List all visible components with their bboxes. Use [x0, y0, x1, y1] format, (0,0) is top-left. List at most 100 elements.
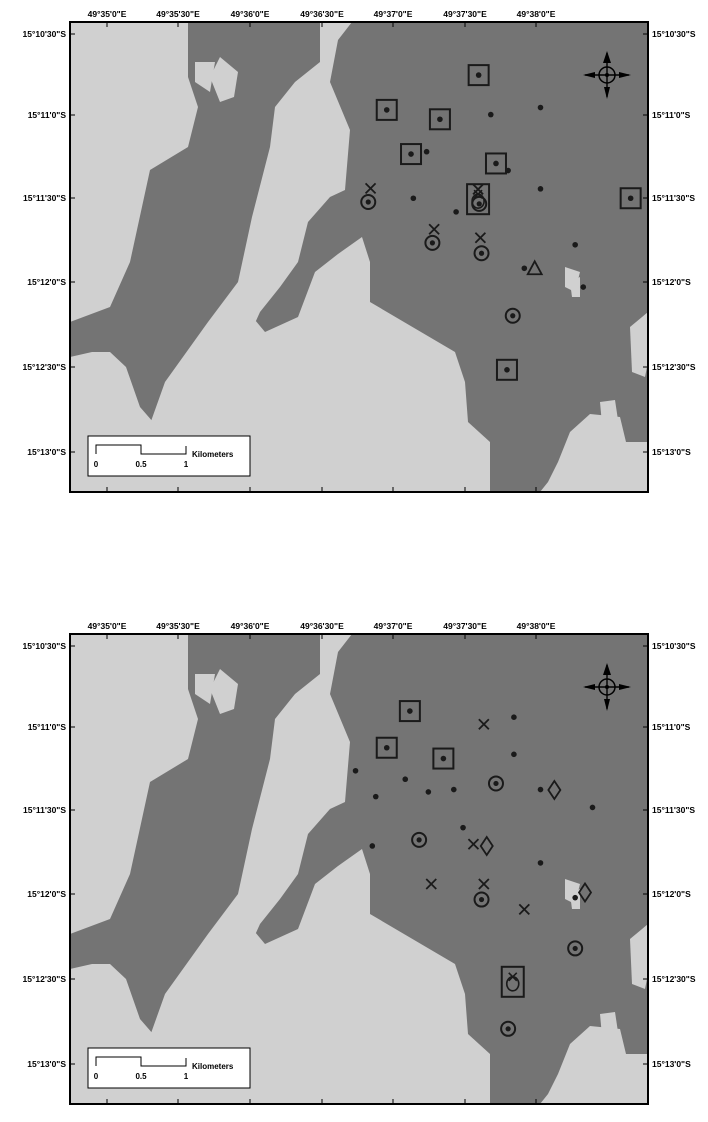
y-tick-label: 15°11'0"S: [28, 722, 67, 732]
x-tick-label: 49°37'0"E: [374, 498, 413, 500]
scale-bar-tick-label: 0.5: [135, 460, 147, 469]
open-land-patch: [70, 22, 198, 322]
open-land-patch: [70, 634, 198, 934]
site-circle-marker: [360, 194, 377, 211]
site-circle-marker: [424, 234, 441, 251]
x-tick-label: 49°35'0"E: [88, 498, 127, 500]
y-tick-labels-right: 15°10'30"S 15°11'0"S 15°11'30"S 15°12'0"S 15…: [643, 641, 696, 1069]
site-circle-marker: [567, 940, 584, 957]
site-tall-square-marker: [466, 183, 491, 216]
site-dot: [352, 767, 359, 774]
site-dot: [511, 714, 517, 720]
site-dot: [453, 209, 459, 215]
x-tick-label: 49°37'0"E: [374, 1110, 413, 1112]
x-tick-label: 49°37'0"E: [374, 9, 413, 19]
site-dot: [511, 751, 517, 758]
x-tick-label: 49°36'30"E: [300, 498, 344, 500]
x-tick-labels-bottom: 49°35'0"E 49°35'30"E 49°36'0"E 49°36'30"E 49…: [88, 1099, 556, 1112]
scale-bar-tick-label: 0.5: [135, 1072, 147, 1081]
site-square-marker: [495, 358, 518, 381]
y-tick-label: 15°12'30"S: [23, 974, 67, 984]
x-tick-label: 49°37'30"E: [443, 621, 487, 631]
open-land-patch: [600, 400, 618, 424]
x-tick-labels-top: 49°35'0"E 49°35'30"E 49°36'0"E 49°36'30"E 49…: [88, 9, 556, 27]
x-tick-label: 49°37'0"E: [374, 621, 413, 631]
site-cross-marker: [364, 182, 377, 195]
open-land-patch: [540, 1026, 648, 1104]
y-tick-label: 15°10'30"S: [652, 29, 696, 39]
map-frame: [69, 21, 649, 493]
site-square-marker: [428, 108, 451, 131]
open-land-layer: [70, 634, 648, 1104]
scale-bar-unit: Kilometers: [192, 450, 234, 459]
x-tick-label: 49°36'0"E: [231, 9, 270, 19]
site-dot: [521, 265, 528, 272]
site-cross-marker: [428, 223, 440, 235]
y-tick-label: 15°12'30"S: [652, 974, 696, 984]
site-dot: [450, 786, 457, 793]
x-tick-label: 49°35'0"E: [88, 621, 127, 631]
x-tick-label: 49°36'0"E: [231, 1110, 270, 1112]
x-tick-label: 49°38'0"E: [517, 1110, 556, 1112]
marker-layer: [360, 64, 642, 381]
site-dot: [369, 843, 376, 849]
x-tick-labels-bottom: 49°35'0"E 49°35'30"E 49°36'0"E 49°36'30"E 49…: [88, 487, 556, 500]
scale-bar-tick-label: 1: [184, 1072, 189, 1081]
site-cross-marker: [472, 183, 484, 195]
y-tick-label: 15°12'0"S: [652, 277, 691, 287]
y-tick-label: 15°10'30"S: [23, 641, 67, 651]
open-land-patch: [210, 669, 238, 714]
site-diamond-marker: [577, 881, 593, 904]
y-tick-label: 15°13'0"S: [27, 447, 66, 457]
open-land-patch: [630, 312, 648, 377]
site-dot: [372, 793, 379, 800]
site-dot: [402, 776, 409, 783]
x-tick-label: 49°35'30"E: [156, 9, 200, 19]
site-dot: [487, 111, 494, 118]
x-tick-label: 49°36'30"E: [300, 1110, 344, 1112]
marker-layer: [352, 700, 596, 1037]
site-circle-marker: [473, 891, 490, 908]
open-land-patch: [195, 62, 215, 92]
scale-bar-tick-label: 0: [94, 1072, 99, 1081]
y-tick-label: 15°12'30"S: [23, 362, 67, 372]
site-square-marker: [432, 747, 455, 770]
y-tick-label: 15°10'30"S: [23, 29, 67, 39]
open-land-patch: [70, 22, 490, 492]
x-tick-label: 49°35'30"E: [156, 621, 200, 631]
site-dot: [537, 186, 544, 192]
site-dot: [460, 824, 466, 831]
open-land-patch: [630, 924, 648, 989]
y-tick-label: 15°11'0"S: [28, 110, 67, 120]
site-circle-marker: [487, 775, 504, 792]
site-dot: [537, 104, 544, 111]
x-tick-label: 49°35'30"E: [156, 498, 200, 500]
y-tick-labels-left: 15°10'30"S 15°11'0"S 15°11'30"S 15°12'0"S 15…: [23, 29, 75, 457]
site-cross-marker: [478, 718, 490, 730]
x-tick-label: 49°36'0"E: [231, 621, 270, 631]
y-tick-label: 15°11'30"S: [652, 805, 695, 815]
site-dot: [537, 786, 544, 793]
x-tick-label: 49°37'30"E: [443, 9, 487, 19]
site-dot: [572, 241, 578, 248]
site-dot: [425, 789, 432, 795]
site-dot: [572, 894, 578, 901]
scale-bar-line: [95, 444, 187, 455]
scale-bar-box: [87, 1047, 251, 1089]
site-square-marker: [398, 700, 421, 723]
x-tick-label: 49°37'30"E: [443, 498, 487, 500]
y-tick-label: 15°11'0"S: [652, 722, 691, 732]
map-panel-bottom: 49°35'0"E 49°35'30"E 49°36'0"E 49°36'30"E 49…: [23, 621, 696, 1112]
scale-bar-tick-label: 0: [94, 460, 99, 469]
site-triangle-marker: [526, 259, 544, 276]
y-tick-label: 15°13'0"S: [652, 447, 691, 457]
site-tall-square-marker: [500, 965, 525, 998]
scale-bar-line: [95, 1056, 187, 1067]
site-dot: [423, 148, 430, 155]
open-land-patch: [570, 277, 580, 297]
x-tick-label: 49°38'0"E: [517, 498, 556, 500]
site-circle-marker: [411, 831, 428, 848]
site-diamond-marker: [547, 779, 562, 801]
